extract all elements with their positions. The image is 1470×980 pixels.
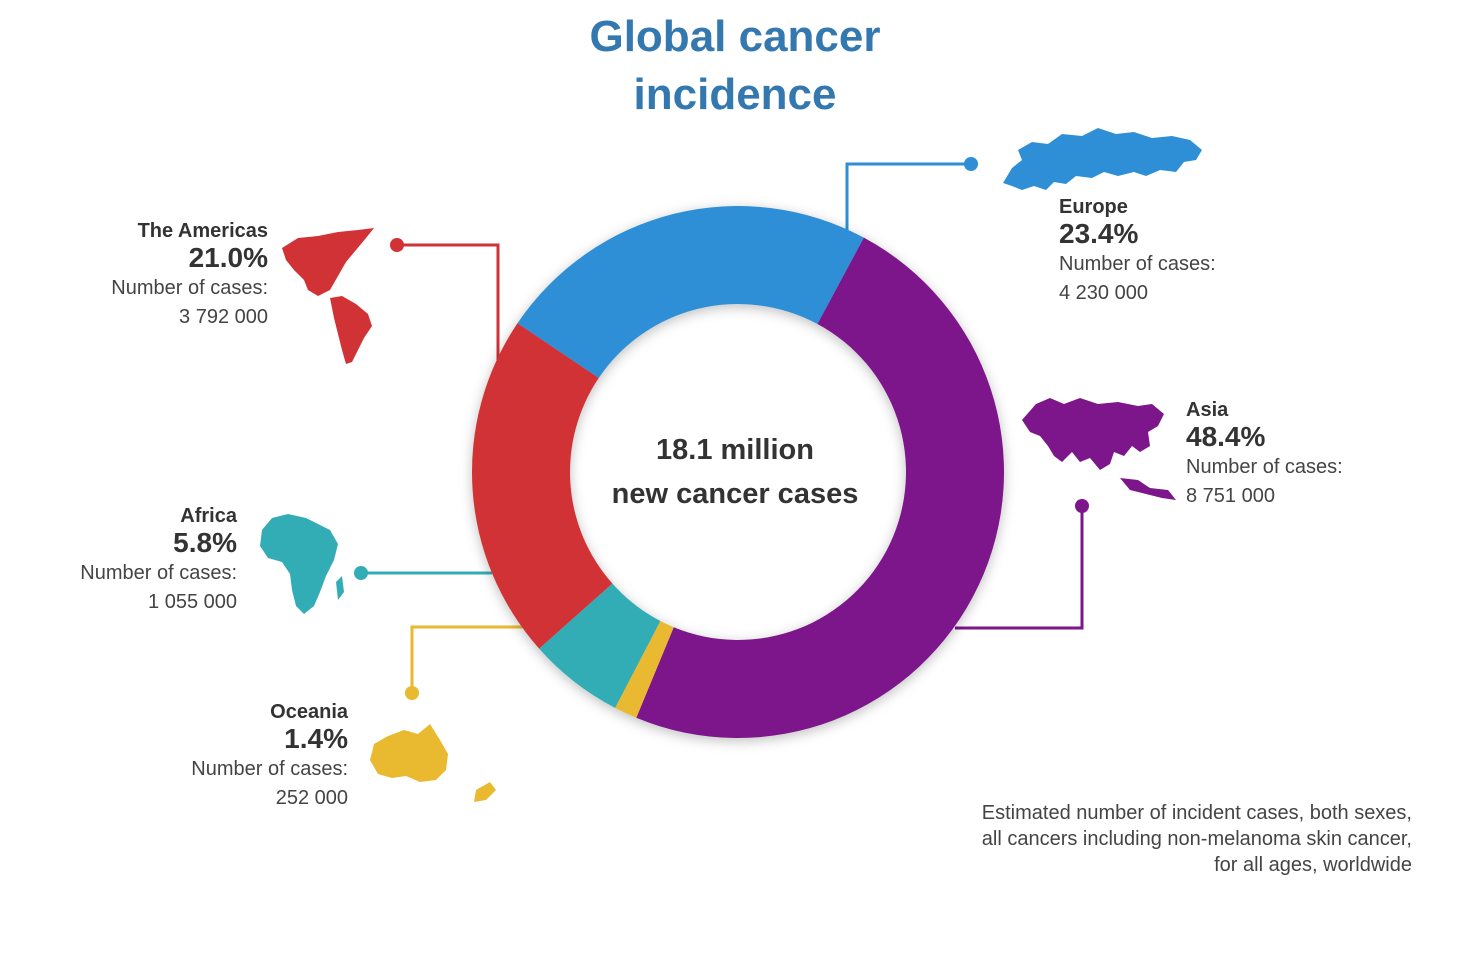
region-percent: 1.4%: [284, 723, 348, 754]
label-africa: Africa 5.8% Number of cases: 1 055 000: [40, 504, 237, 616]
americas-map-icon: [282, 228, 374, 364]
region-name: Asia: [1186, 399, 1229, 421]
region-cases: 1 055 000: [148, 591, 237, 613]
footnote: Estimated number of incident cases, both…: [880, 800, 1412, 878]
center-line-2: new cancer cases: [611, 478, 859, 510]
slice-oceania: [615, 620, 674, 718]
center-line-1: 18.1 million: [656, 434, 814, 466]
region-percent: 5.8%: [173, 527, 237, 558]
region-name: Oceania: [270, 701, 348, 723]
slice-asia: [636, 237, 1004, 738]
slice-africa: [539, 583, 661, 708]
region-percent: 48.4%: [1186, 421, 1266, 452]
donut-slices: [471, 205, 1004, 738]
label-europe: Europe 23.4% Number of cases: 4 230 000: [1059, 195, 1216, 307]
region-cases: 252 000: [275, 787, 348, 809]
label-americas: The Americas 21.0% Number of cases: 3 79…: [60, 219, 268, 331]
region-caption: Number of cases:: [191, 758, 348, 780]
footnote-line-3: for all ages, worldwide: [1214, 854, 1412, 876]
connector-oceania: [405, 625, 525, 700]
slice-the-americas: [471, 323, 613, 649]
region-caption: Number of cases:: [1186, 456, 1343, 478]
chart-title: Global cancer incidence: [485, 8, 985, 124]
donut-center-label: 18.1 million new cancer cases: [575, 428, 895, 516]
region-caption: Number of cases:: [111, 277, 268, 299]
region-cases: 3 792 000: [179, 306, 268, 328]
oceania-map-icon: [370, 724, 496, 802]
connector-asia: [955, 499, 1089, 630]
label-asia: Asia 48.4% Number of cases: 8 751 000: [1186, 398, 1343, 510]
region-percent: 23.4%: [1059, 218, 1139, 249]
connector-europe: [845, 157, 978, 232]
region-name: Africa: [180, 505, 237, 527]
footnote-line-2: all cancers including non-melanoma skin …: [981, 828, 1412, 850]
europe-map-icon: [1003, 128, 1202, 190]
asia-map-icon: [1022, 398, 1176, 500]
label-oceania: Oceania 1.4% Number of cases: 252 000: [140, 700, 348, 812]
region-caption: Number of cases:: [80, 562, 237, 584]
africa-map-icon: [260, 514, 344, 614]
region-name: Europe: [1059, 196, 1128, 218]
chart-title-line-1: Global cancer: [589, 12, 881, 61]
region-percent: 21.0%: [188, 242, 268, 273]
slice-europe: [517, 205, 864, 379]
footnote-line-1: Estimated number of incident cases, both…: [981, 802, 1412, 824]
region-cases: 4 230 000: [1059, 282, 1148, 304]
region-caption: Number of cases:: [1059, 253, 1216, 275]
region-name: The Americas: [137, 220, 268, 242]
chart-title-line-2: incidence: [633, 70, 837, 119]
connector-africa: [354, 566, 492, 580]
region-cases: 8 751 000: [1186, 485, 1275, 507]
connector-americas: [390, 238, 500, 360]
